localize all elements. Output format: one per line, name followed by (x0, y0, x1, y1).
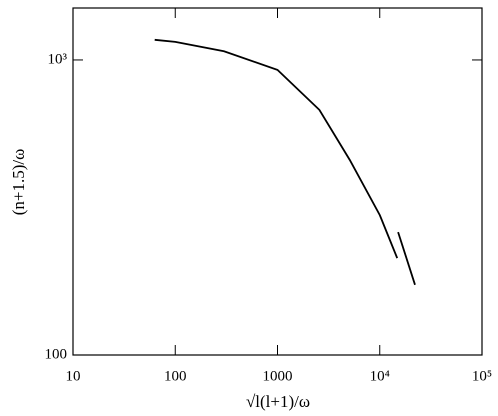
x-tick-label: 100 (164, 368, 187, 384)
x-tick-label: 1000 (263, 368, 293, 384)
data-line (154, 38, 399, 259)
y-tick-label: 100 (45, 346, 68, 362)
plot-frame (72, 7, 483, 356)
y-axis-label: (n+1.5)/ω (9, 149, 28, 216)
data-line (397, 231, 416, 286)
x-tick-label: 10⁴ (370, 368, 390, 384)
x-tick-label: 10⁵ (472, 368, 492, 384)
y-tick-label: 10³ (48, 51, 68, 67)
x-tick-label: 10 (66, 368, 81, 384)
x-axis-label: √l(l+1)/ω (246, 392, 310, 411)
